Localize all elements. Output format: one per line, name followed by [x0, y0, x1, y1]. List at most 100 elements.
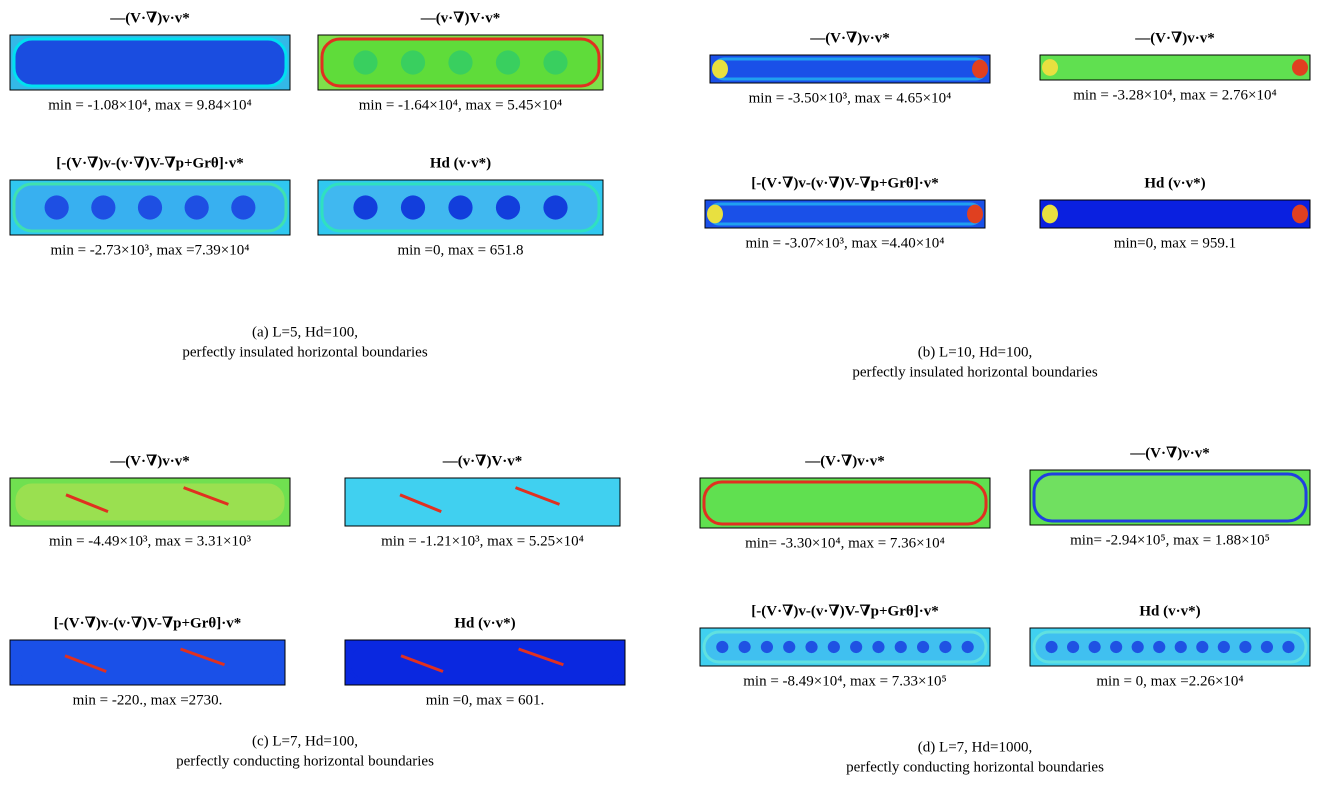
panel-caption: (a) L=5, Hd=100,	[252, 324, 358, 340]
plot-ring	[714, 59, 986, 79]
contour-end	[967, 205, 983, 224]
contour-blob	[231, 195, 255, 219]
plot-title: [-(V·∇)v-(v·∇)V-∇p+Grθ]·v*	[751, 603, 938, 619]
contour-blob	[138, 195, 162, 219]
plot-title: —(V·∇)v·v*	[1129, 445, 1210, 461]
contour-plot	[10, 640, 285, 685]
contour-blob	[739, 641, 751, 653]
contour-blob	[1089, 641, 1101, 653]
contour-blob	[939, 641, 951, 653]
contour-end	[712, 60, 728, 79]
panel-caption: (c) L=7, Hd=100,	[252, 733, 358, 749]
plot-ring	[14, 482, 286, 522]
panel-caption: (b) L=10, Hd=100,	[918, 344, 1032, 360]
plot-ring	[349, 644, 621, 681]
plot-range: min = -1.21×10³, max = 5.25×10⁴	[381, 533, 584, 549]
contour-plot	[705, 200, 985, 228]
contour-blob	[448, 50, 472, 74]
contour-plot	[1040, 200, 1310, 228]
contour-blob	[1153, 641, 1165, 653]
contour-end	[1042, 205, 1058, 224]
contour-blob	[353, 50, 377, 74]
contour-plot	[1040, 55, 1310, 80]
contour-plot	[710, 55, 990, 83]
plot-range: min = -3.28×10⁴, max = 2.76×10⁴	[1073, 87, 1276, 103]
plot-ring	[14, 39, 286, 86]
contour-plot	[318, 180, 603, 235]
panel-caption: perfectly conducting horizontal boundari…	[846, 759, 1104, 775]
contour-blob	[401, 50, 425, 74]
contour-blob	[1218, 641, 1230, 653]
panel-caption: perfectly insulated horizontal boundarie…	[852, 364, 1097, 380]
plot-ring	[14, 644, 281, 681]
contour-blob	[1196, 641, 1208, 653]
plot-title: —(v·∇)V·v*	[420, 10, 501, 26]
contour-blob	[761, 641, 773, 653]
contour-end	[1042, 59, 1058, 76]
contour-blob	[1261, 641, 1273, 653]
contour-blob	[496, 195, 520, 219]
plot-range: min = -2.73×10³, max =7.39×10⁴	[51, 242, 250, 258]
contour-blob	[91, 195, 115, 219]
contour-plot	[1030, 628, 1310, 666]
contour-blob	[1175, 641, 1187, 653]
plot-title: Hd (v·v*)	[1144, 175, 1205, 191]
contour-blob	[1282, 641, 1294, 653]
contour-blob	[353, 195, 377, 219]
contour-blob	[917, 641, 929, 653]
plot-range: min=0, max = 959.1	[1114, 235, 1236, 251]
plot-ring	[704, 482, 986, 524]
plot-ring	[1044, 59, 1306, 76]
plot-title: —(V·∇)v·v*	[804, 453, 885, 469]
contour-plot	[10, 180, 290, 235]
plot-title: Hd (v·v*)	[430, 155, 491, 171]
contour-blob	[716, 641, 728, 653]
plot-range: min =0, max = 601.	[426, 692, 545, 708]
plot-title: —(V·∇)v·v*	[109, 453, 190, 469]
plot-ring	[349, 482, 616, 522]
plot-title: Hd (v·v*)	[1139, 603, 1200, 619]
plot-range: min = -3.50×10³, max = 4.65×10⁴	[749, 90, 952, 106]
contour-blob	[962, 641, 974, 653]
contour-blob	[872, 641, 884, 653]
panel-caption: (d) L=7, Hd=1000,	[918, 739, 1032, 755]
plot-title: —(v·∇)V·v*	[442, 453, 523, 469]
plot-range: min =0, max = 651.8	[397, 242, 523, 258]
contour-blob	[1239, 641, 1251, 653]
contour-blob	[1110, 641, 1122, 653]
plot-title: [-(V·∇)v-(v·∇)V-∇p+Grθ]·v*	[56, 155, 243, 171]
plot-title: —(V·∇)v·v*	[1134, 30, 1215, 46]
contour-blob	[805, 641, 817, 653]
plot-title: [-(V·∇)v-(v·∇)V-∇p+Grθ]·v*	[751, 175, 938, 191]
contour-end	[707, 205, 723, 224]
plot-range: min = -220., max =2730.	[73, 692, 223, 708]
plot-range: min = -3.07×10³, max =4.40×10⁴	[746, 235, 945, 251]
contour-blob	[850, 641, 862, 653]
figure: —(V·∇)v·v* min = -1.08×10⁴, max = 9.84×10…	[0, 0, 1325, 783]
panel-caption: perfectly insulated horizontal boundarie…	[182, 344, 427, 360]
plot-title: Hd (v·v*)	[454, 615, 515, 631]
contour-plot	[10, 35, 290, 90]
plot-range: min = 0, max =2.26×10⁴	[1096, 673, 1243, 689]
contour-plot	[345, 640, 625, 685]
contour-plot	[700, 478, 990, 528]
plot-ring	[1044, 204, 1306, 224]
panel-caption: perfectly conducting horizontal boundari…	[176, 753, 434, 769]
contour-blob	[1045, 641, 1057, 653]
plot-range: min = -4.49×10³, max = 3.31×10³	[49, 533, 251, 549]
plot-range: min= -3.30×10⁴, max = 7.36×10⁴	[745, 535, 945, 551]
plot-range: min = -1.08×10⁴, max = 9.84×10⁴	[48, 97, 251, 113]
contour-blob	[45, 195, 69, 219]
plot-title: [-(V·∇)v-(v·∇)V-∇p+Grθ]·v*	[54, 615, 241, 631]
plot-range: min= -2.94×10⁵, max = 1.88×10⁵	[1070, 532, 1270, 548]
contour-end	[1292, 59, 1308, 76]
contour-blob	[828, 641, 840, 653]
contour-plot	[10, 478, 290, 526]
contour-blob	[543, 50, 567, 74]
plot-range: min = -1.64×10⁴, max = 5.45×10⁴	[359, 97, 562, 113]
contour-blob	[448, 195, 472, 219]
plot-title: —(V·∇)v·v*	[109, 10, 190, 26]
contour-plot	[1030, 470, 1310, 525]
contour-plot	[700, 628, 990, 666]
contour-plot	[345, 478, 620, 526]
